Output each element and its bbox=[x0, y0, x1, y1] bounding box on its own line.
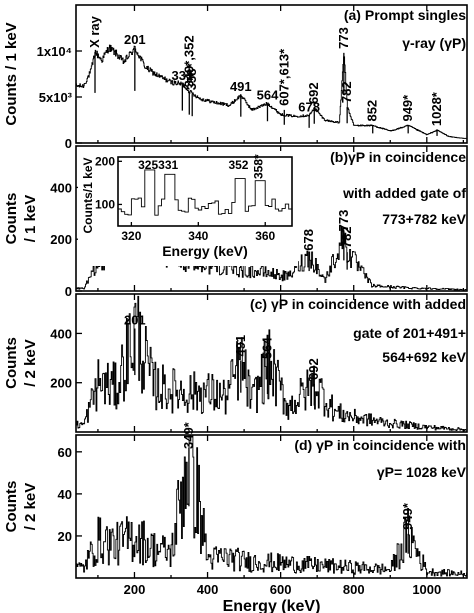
peak-label: X ray bbox=[87, 15, 102, 48]
panel-title: (a) Prompt singles bbox=[344, 7, 466, 23]
peak-label: 201 bbox=[124, 313, 146, 328]
x-axis-label: Energy (keV) bbox=[223, 598, 321, 613]
x-tick-label: 600 bbox=[270, 582, 292, 597]
y-tick-label: 40 bbox=[58, 487, 72, 502]
peak-label: 358* bbox=[184, 63, 199, 91]
y-axis-label: / 2 keV bbox=[22, 483, 39, 531]
peak-label: 782 bbox=[339, 226, 354, 248]
panel-title: with added gate of bbox=[342, 185, 466, 201]
inset-x-tick-label: 360 bbox=[255, 229, 275, 243]
peak-label: 1028* bbox=[429, 91, 444, 126]
inset-y-tick-label: 200 bbox=[95, 154, 115, 168]
panel-title: γP= 1028 keV bbox=[377, 464, 467, 480]
panel-d: 20 40 60 349* 949* (d) γP in coincidence with… bbox=[3, 421, 468, 613]
inset-peak-label: 325 bbox=[138, 158, 158, 172]
y-tick-label: 0 bbox=[65, 136, 72, 151]
panel-title: γ-ray (γP) bbox=[402, 35, 466, 51]
inset-y-axis-label: Counts/1 keV bbox=[81, 157, 95, 233]
y-tick-label: 0 bbox=[65, 284, 72, 299]
inset-x-axis-label: Energy (keV) bbox=[162, 243, 248, 259]
y-axis-label: Counts / 1 keV bbox=[3, 22, 20, 125]
x-tick-label: 800 bbox=[343, 582, 365, 597]
peak-label: 564 bbox=[259, 337, 274, 359]
y-tick-label: 200 bbox=[50, 376, 72, 391]
peak-label: 491 bbox=[233, 335, 248, 357]
peak-label: 949* bbox=[400, 94, 415, 122]
inset-x-tick-label: 340 bbox=[188, 229, 208, 243]
inset-peak-label: 352 bbox=[228, 158, 248, 172]
y-tick-label: 60 bbox=[58, 445, 72, 460]
panel-a-frame bbox=[75, 4, 468, 144]
y-tick-label: 5x10³ bbox=[39, 90, 73, 105]
peak-label: 678 bbox=[301, 229, 316, 251]
panel-c-frame bbox=[75, 293, 468, 433]
y-axis-label: Counts bbox=[3, 193, 20, 245]
y-tick-label: 1x10⁴ bbox=[37, 44, 72, 59]
peak-label: 773 bbox=[336, 210, 351, 232]
spectrum-line-d bbox=[76, 434, 467, 577]
y-tick-label: 200 bbox=[50, 232, 72, 247]
y-tick-label: 400 bbox=[50, 180, 72, 195]
peak-label: 607*,613* bbox=[276, 48, 291, 106]
x-tick-label: 200 bbox=[124, 582, 146, 597]
peak-label: 773 bbox=[336, 27, 351, 49]
y-tick-label: 400 bbox=[50, 326, 72, 341]
y-axis-label: / 1 keV bbox=[22, 195, 39, 243]
peak-label: 491 bbox=[230, 79, 252, 94]
peak-label: 201 bbox=[124, 32, 146, 47]
inset-peak-label: 358* bbox=[252, 154, 266, 179]
panel-d-frame bbox=[75, 434, 468, 579]
y-axis-label: Counts bbox=[3, 337, 20, 389]
peak-label: 349*,352 bbox=[181, 35, 196, 87]
peak-label: 331 bbox=[171, 68, 193, 83]
peak-label: 949* bbox=[400, 502, 415, 530]
x-tick-label: 400 bbox=[197, 582, 219, 597]
peak-label: 852 bbox=[365, 100, 380, 122]
y-axis-label: Counts bbox=[3, 481, 20, 533]
peak-label: 349* bbox=[181, 421, 196, 449]
inset-y-tick-label: 100 bbox=[95, 197, 115, 211]
inset: 320 340 360 100 200 325 331 352 358* Counts/1 keV… bbox=[78, 151, 298, 266]
y-tick-label: 20 bbox=[58, 529, 72, 544]
inset-frame bbox=[117, 156, 293, 227]
panel-c: 200 400 201 491 564 692 (c) γP in coincidence … bbox=[3, 293, 468, 433]
panel-title: (d) γP in coincidence with bbox=[294, 437, 466, 453]
x-tick-label: 1000 bbox=[412, 582, 441, 597]
spectrum-line-c bbox=[76, 295, 467, 432]
y-axis-label: / 2 keV bbox=[22, 339, 39, 387]
panel-title: 773+782 keV bbox=[382, 211, 466, 227]
inset-spectrum bbox=[118, 169, 292, 216]
peak-label: 564 bbox=[257, 87, 279, 102]
panel-b-frame bbox=[75, 145, 468, 292]
panel-title: 564+692 keV bbox=[382, 349, 466, 365]
inset-peak-label: 331 bbox=[158, 158, 178, 172]
panel-title: (c) γP in coincidence with added bbox=[250, 296, 466, 312]
inset-x-tick-label: 320 bbox=[121, 229, 141, 243]
panel-title: (b)γP in coincidence bbox=[330, 149, 466, 165]
panel-title: gate of 201+491+ bbox=[353, 325, 466, 341]
peak-label: 692 bbox=[306, 358, 321, 380]
peak-label: 782 bbox=[339, 81, 354, 103]
spectrum-line-a bbox=[76, 44, 468, 139]
peak-label: 692 bbox=[306, 82, 321, 104]
